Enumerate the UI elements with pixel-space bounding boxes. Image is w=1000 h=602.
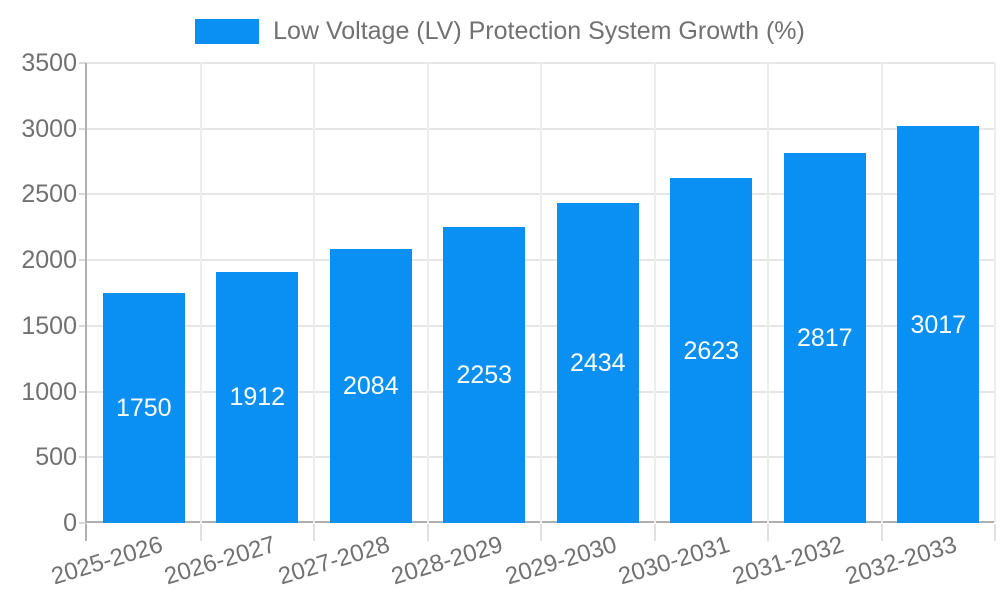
bar-2032-2033[interactable] [897, 126, 980, 523]
bar-value-label: 2084 [342, 372, 399, 401]
x-axis-tick [653, 524, 656, 541]
y-axis-tick [79, 62, 87, 64]
x-axis-tick [767, 524, 769, 541]
y-axis-tick [79, 193, 87, 196]
x-axis-tick [880, 524, 883, 541]
gridline-vertical [653, 63, 656, 523]
y-axis-label: 3000 [21, 114, 77, 143]
gridline-vertical [767, 63, 769, 523]
y-axis-tick [79, 390, 87, 393]
x-axis-tick [426, 524, 429, 541]
y-axis-tick [79, 127, 87, 130]
x-axis-tick [199, 524, 202, 541]
gridline-vertical [994, 63, 996, 523]
y-axis-tick [79, 456, 87, 459]
x-axis-tick [313, 524, 315, 541]
y-axis-label: 3500 [21, 49, 77, 77]
y-axis-label: 2500 [21, 180, 77, 209]
gridline-vertical [426, 63, 429, 523]
y-axis-tick [79, 324, 87, 327]
bar-2029-2030[interactable] [556, 203, 639, 523]
bar-2028-2029[interactable] [443, 226, 526, 523]
bar-value-label: 2434 [569, 349, 626, 378]
bar-value-label: 3017 [910, 310, 967, 339]
gridline-vertical [880, 63, 883, 523]
legend-swatch [195, 19, 260, 44]
x-axis-tick [994, 524, 996, 541]
gridline-vertical [313, 63, 315, 523]
x-axis-tick [540, 524, 542, 541]
x-axis-tick [85, 524, 87, 541]
y-axis-label: 1000 [21, 377, 77, 406]
y-axis-label: 1500 [21, 311, 77, 340]
legend: Low Voltage (LV) Protection System Growt… [0, 17, 1000, 46]
y-axis-line [85, 63, 87, 523]
bar-value-label: 1750 [115, 394, 172, 422]
gridline-vertical [540, 63, 542, 523]
bar-2030-2031[interactable] [670, 178, 753, 523]
bar-value-label: 1912 [229, 383, 286, 412]
bar-2027-2028[interactable] [329, 249, 412, 523]
bar-value-label: 2253 [456, 360, 513, 389]
y-axis-tick [79, 259, 87, 262]
y-axis-label: 0 [63, 509, 77, 537]
y-axis-label: 2000 [21, 246, 77, 275]
bar-value-label: 2623 [683, 336, 740, 365]
legend-label: Low Voltage (LV) Protection System Growt… [273, 17, 805, 45]
bar-2026-2027[interactable] [216, 271, 299, 523]
bar-2031-2032[interactable] [783, 152, 866, 523]
y-axis-tick [79, 522, 87, 524]
gridline-vertical [199, 63, 202, 523]
y-axis-label: 500 [35, 443, 77, 472]
bar-value-label: 2817 [796, 323, 853, 352]
bar-2025-2026[interactable] [102, 293, 185, 523]
